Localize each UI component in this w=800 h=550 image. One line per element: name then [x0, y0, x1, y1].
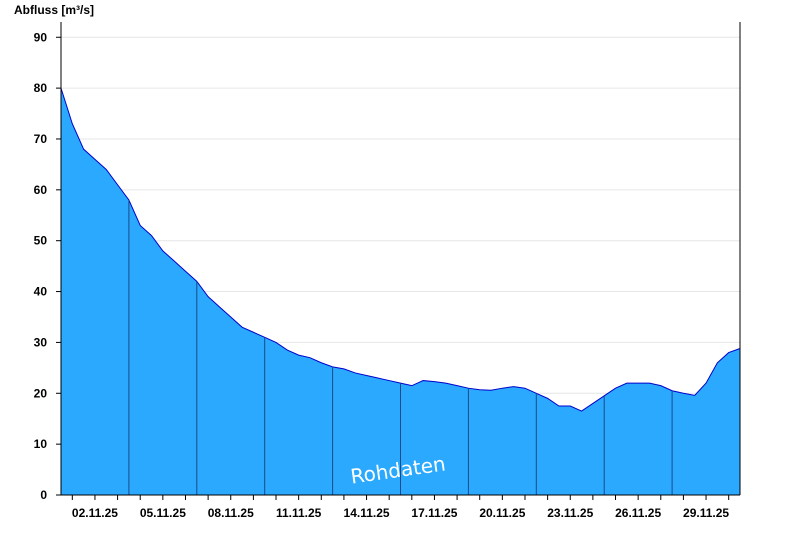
x-ticks: 02.11.25 05.11.25 08.11.25 11.11.25 14.11.25… [71, 495, 729, 520]
y-ticks: 0 10 20 30 40 50 60 70 80 90 [34, 30, 61, 502]
x-tick-label: 20.11.25 [479, 506, 525, 520]
y-tick-label: 70 [34, 132, 48, 146]
y-tick-label: 90 [34, 30, 48, 44]
x-tick-label: 29.11.25 [683, 506, 729, 520]
x-tick-label: 05.11.25 [140, 506, 186, 520]
y-tick-label: 60 [34, 183, 48, 197]
axes [57, 22, 741, 496]
y-tick-label: 20 [34, 386, 48, 400]
area-fill [61, 88, 740, 495]
x-tick-label: 08.11.25 [208, 506, 254, 520]
x-tick-label: 23.11.25 [547, 506, 593, 520]
x-tick-label: 02.11.25 [72, 506, 118, 520]
x-tick-label: 14.11.25 [344, 506, 390, 520]
x-tick-label: 11.11.25 [276, 506, 322, 520]
y-tick-label: 0 [40, 488, 47, 502]
x-tick-label: 17.11.25 [411, 506, 457, 520]
y-tick-label: 40 [34, 285, 48, 299]
y-axis-label: Abfluss [m³/s] [14, 3, 94, 17]
y-tick-label: 10 [34, 437, 48, 451]
day-separators [128, 200, 673, 495]
x-tick-label: 26.11.25 [615, 506, 661, 520]
y-tick-label: 80 [34, 81, 48, 95]
y-tick-label: 50 [34, 234, 48, 248]
y-tick-label: 30 [34, 335, 48, 349]
